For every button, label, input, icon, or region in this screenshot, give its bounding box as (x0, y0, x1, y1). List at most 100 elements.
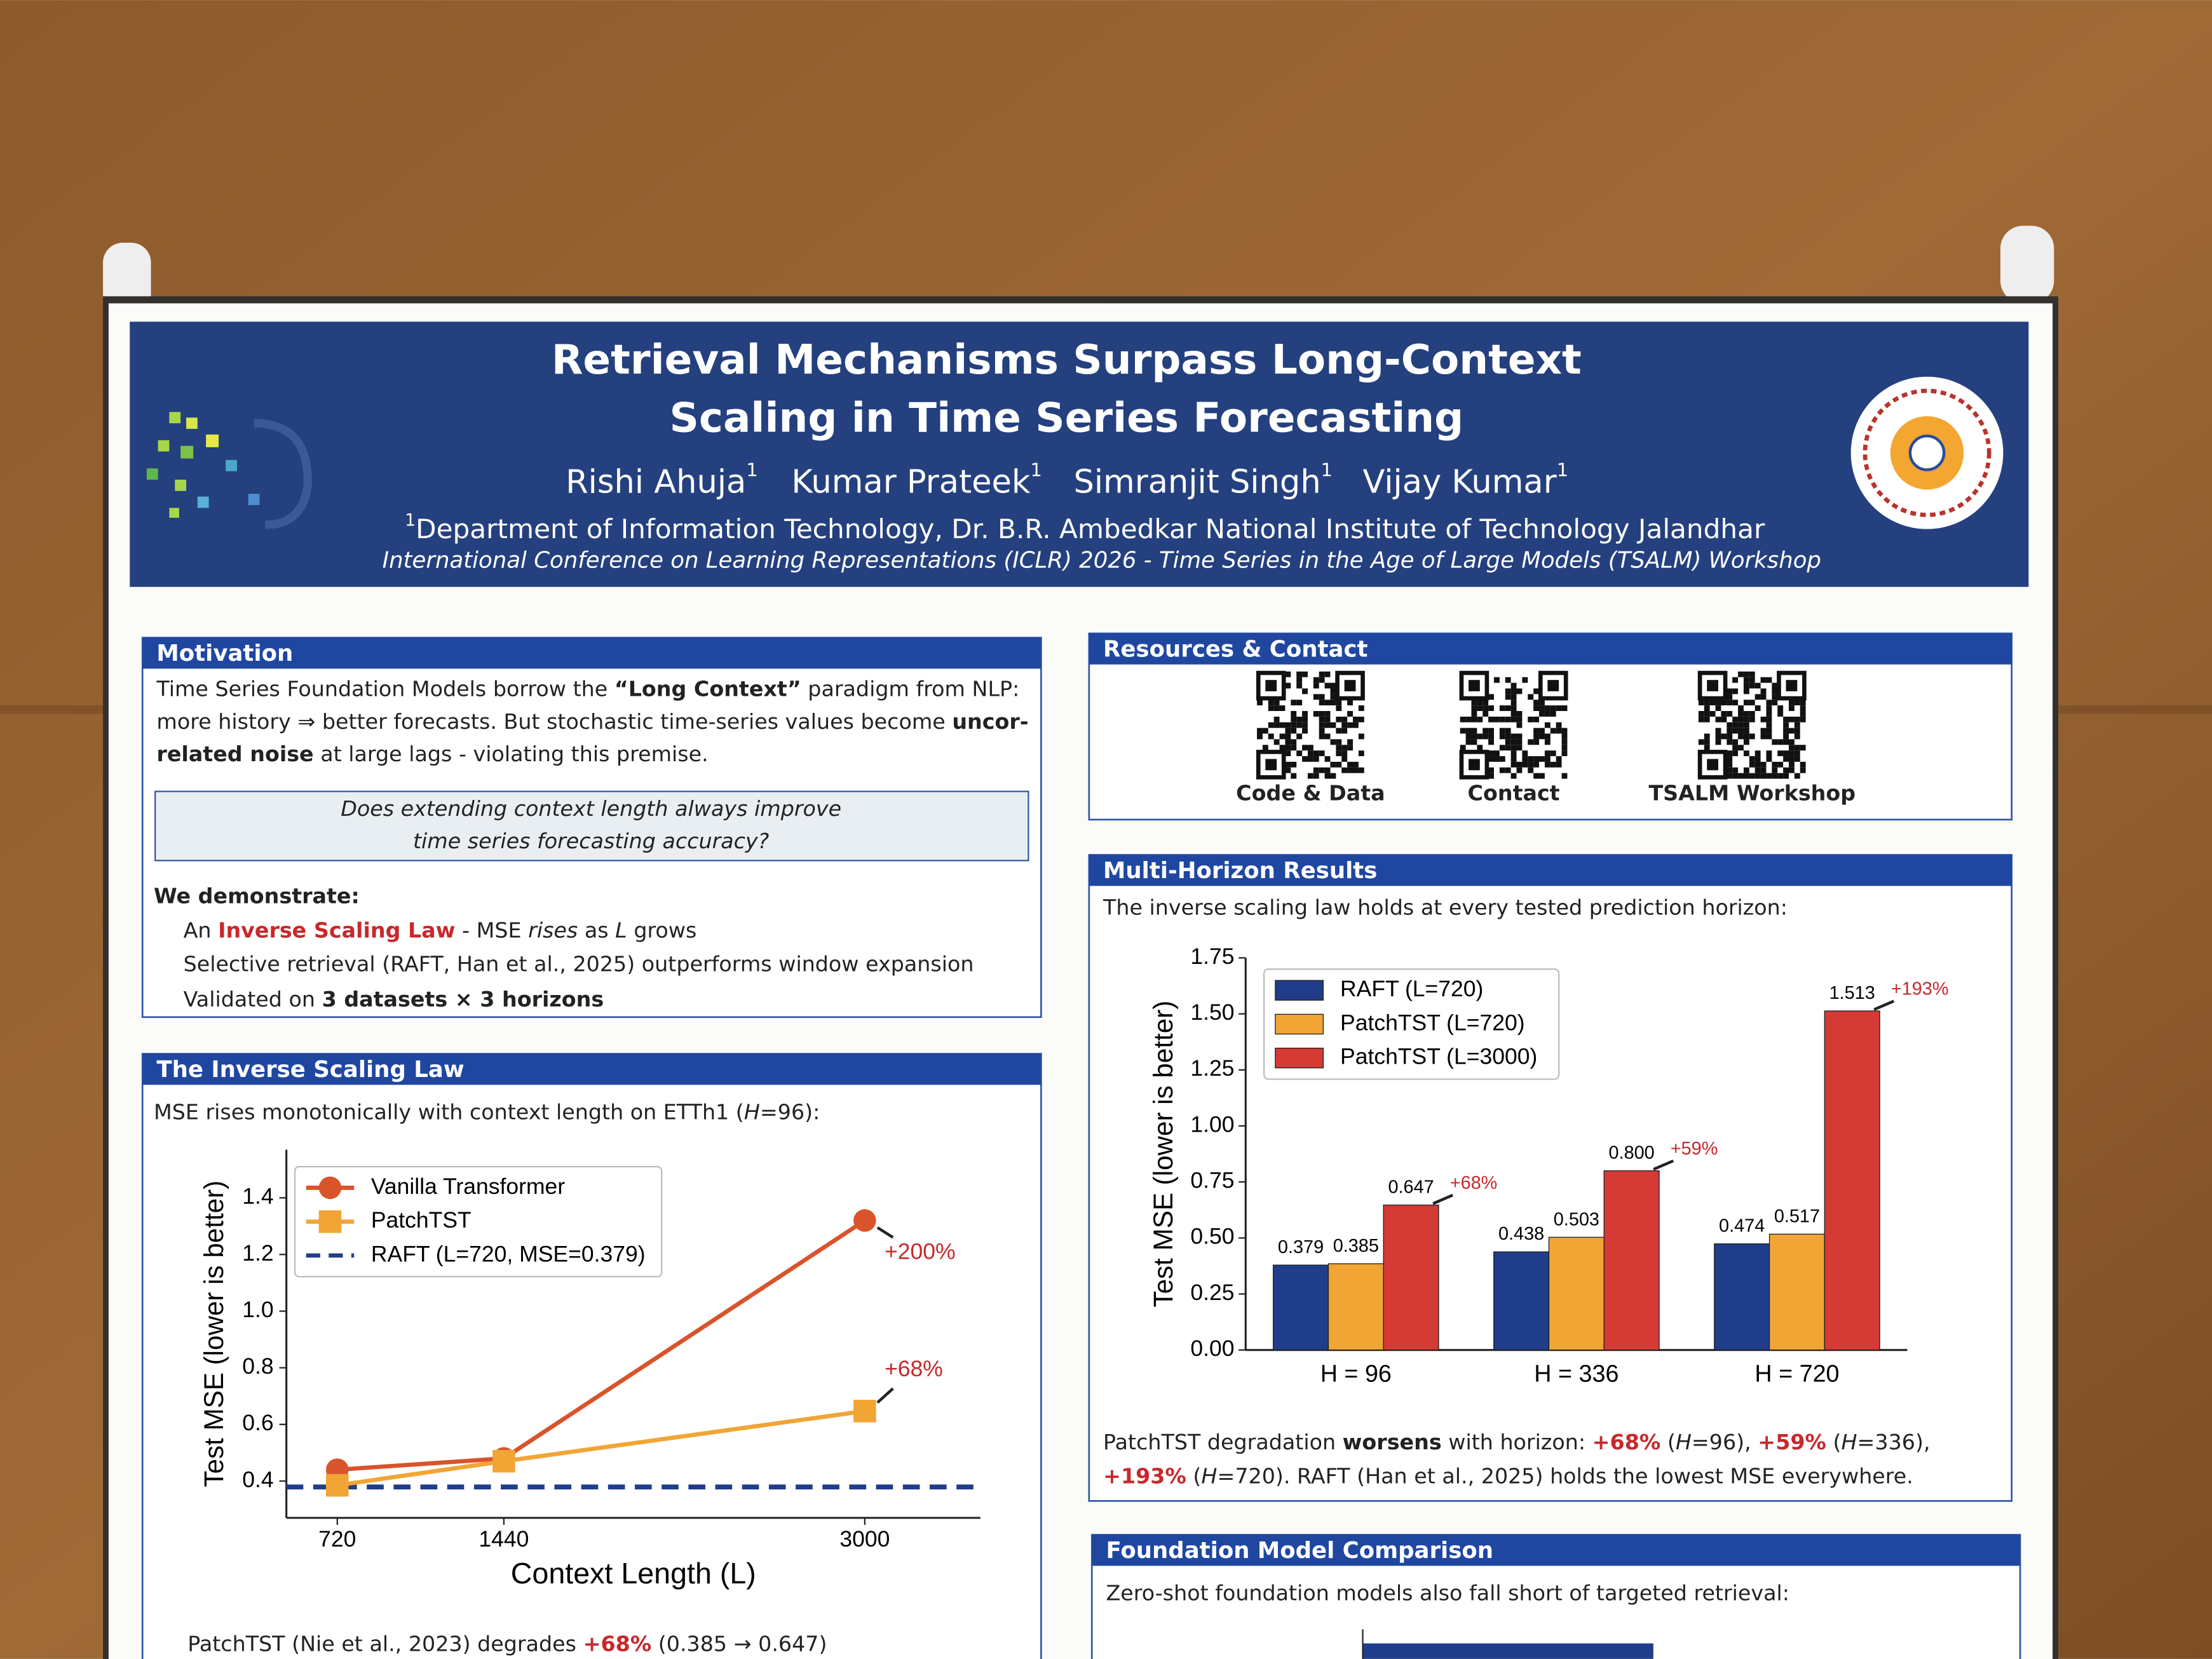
qr-module (1307, 756, 1313, 762)
qr-module (1353, 716, 1359, 722)
text-run: Time Series Foundation Models borrow the (156, 676, 614, 701)
qr-module (1324, 682, 1331, 689)
qr-module (1499, 716, 1505, 722)
qr-module (1279, 733, 1286, 740)
qr-module (1727, 728, 1733, 734)
qr-module (1319, 671, 1325, 677)
qr-module (1330, 688, 1336, 694)
qr-module (1749, 711, 1755, 717)
annotation: +68% (885, 1356, 943, 1381)
qr-module (1341, 722, 1348, 728)
qr-module (1561, 739, 1568, 745)
qr-module (1330, 700, 1336, 706)
qr-module (1766, 716, 1772, 722)
qr-module (1347, 761, 1354, 768)
qr-module (1268, 705, 1274, 712)
qr-module (1341, 756, 1348, 762)
qr-module (1505, 688, 1511, 694)
value-label: 0.503 (1554, 1209, 1599, 1229)
qr-module (1499, 705, 1505, 712)
qr-module (1510, 694, 1517, 700)
qr-module (1313, 694, 1319, 700)
value-label: 0.474 (1719, 1216, 1765, 1236)
qr-finder-core (1707, 759, 1718, 771)
text-run: =96), (1692, 1430, 1758, 1454)
qr-module (1533, 739, 1540, 745)
panel-heading: Foundation Model Comparison (1106, 1538, 1494, 1564)
qr-module (1788, 761, 1795, 768)
qr-module (1800, 745, 1806, 751)
qr-module (1516, 739, 1523, 745)
qr-module (1268, 722, 1274, 728)
qr-module (1698, 700, 1704, 706)
qr-module (1488, 728, 1495, 734)
qr-module (1291, 700, 1297, 706)
qr-module (1783, 767, 1789, 773)
qr-module (1766, 700, 1772, 706)
qr-module (1743, 739, 1749, 745)
qr-module (1296, 677, 1303, 683)
text-run: ( (1826, 1430, 1842, 1454)
qr-module (1783, 722, 1789, 728)
x-tick-label: H = 336 (1534, 1360, 1618, 1387)
annotation-arrow (1653, 1159, 1674, 1171)
qr-module (1262, 745, 1268, 751)
qr-module (1285, 761, 1291, 768)
text-line: PatchTST (Nie et al., 2023) degrades +68… (187, 1631, 827, 1656)
qr-module (1760, 677, 1767, 683)
qr-module (1783, 756, 1789, 762)
x-tick-label: H = 720 (1754, 1360, 1839, 1387)
qr-module (1336, 745, 1342, 751)
qr-module (1465, 728, 1472, 734)
question-box (154, 790, 1029, 862)
qr-module (1516, 688, 1523, 694)
text-run: at large lags - violating this premise. (314, 741, 709, 766)
qr-module (1721, 716, 1727, 722)
qr-module (1800, 700, 1806, 706)
qr-module (1698, 711, 1704, 717)
qr-module (1279, 745, 1286, 751)
qr-module (1743, 682, 1749, 689)
qr-module (1561, 733, 1568, 740)
qr-module (1330, 694, 1336, 700)
qr-module (1347, 745, 1354, 751)
qr-module (1794, 728, 1800, 734)
qr-module (1257, 728, 1263, 734)
qr-module (1732, 677, 1739, 683)
qr-finder-core (1265, 759, 1277, 771)
conference: International Conference on Learning Rep… (383, 548, 1821, 574)
qr-module (1347, 767, 1354, 773)
qr-module (1539, 773, 1545, 779)
legend-marker (318, 1210, 342, 1233)
qr-module (1727, 694, 1733, 700)
qr-module (1510, 733, 1517, 740)
text-line: more history ⇒ better forecasts. But sto… (156, 708, 1028, 733)
text-line: +193% (H=720). RAFT (Han et al., 2025) h… (1103, 1463, 1913, 1488)
qr-module (1285, 722, 1291, 728)
qr-code (1256, 670, 1365, 780)
qr-module (1302, 711, 1308, 717)
qr-module (1766, 728, 1772, 734)
qr-module (1353, 767, 1359, 773)
qr-module (1483, 728, 1489, 734)
qr-module (1471, 716, 1477, 722)
qr-module (1324, 711, 1331, 717)
qr-module (1704, 733, 1710, 740)
qr-module (1721, 711, 1727, 717)
legend-swatch (1275, 1047, 1324, 1069)
qr-module (1738, 773, 1744, 779)
qr-module (1330, 722, 1336, 728)
qr-module (1550, 728, 1556, 734)
qr-module (1471, 711, 1477, 717)
qr-module (1291, 716, 1297, 722)
qr-module (1788, 750, 1795, 757)
qr-module (1783, 716, 1789, 722)
qr-module (1341, 728, 1348, 734)
qr-module (1772, 682, 1778, 689)
qr-module (1788, 739, 1795, 745)
qr-module (1477, 700, 1483, 706)
text-line: Time Series Foundation Models borrow the… (156, 676, 1019, 701)
qr-module (1732, 700, 1739, 706)
text-line: related noise at large lags - violating … (156, 741, 708, 766)
qr-module (1539, 711, 1545, 717)
